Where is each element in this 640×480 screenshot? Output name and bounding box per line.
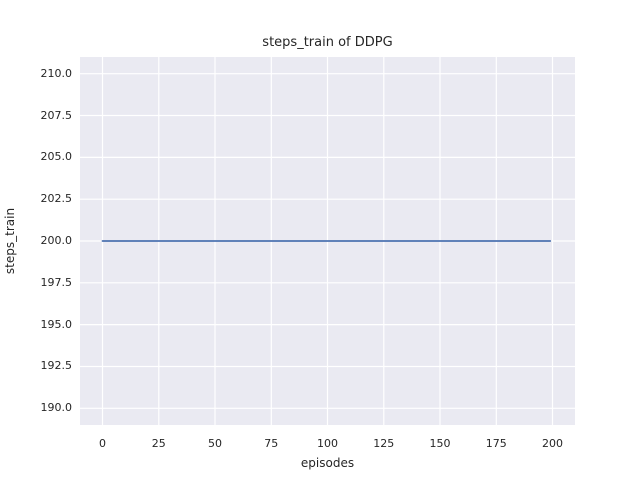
x-axis-label: episodes xyxy=(300,456,355,470)
y-tick-label: 192.5 xyxy=(40,359,73,373)
y-tick-label: 207.5 xyxy=(40,108,73,122)
y-tick-label: 202.5 xyxy=(40,192,73,206)
x-tick-label: 125 xyxy=(373,437,395,450)
y-tick-label: 195.0 xyxy=(40,317,73,331)
y-tick-label: 210.0 xyxy=(40,66,73,80)
chart-title: steps_train of DDPG xyxy=(262,35,393,50)
x-tick-label: 200 xyxy=(542,437,563,450)
y-tick-label: 205.0 xyxy=(40,150,73,164)
x-tick-label: 175 xyxy=(485,437,507,450)
y-axis-label: steps_train xyxy=(3,207,17,275)
x-tick-label: 100 xyxy=(317,437,338,450)
x-tick-label: 75 xyxy=(264,437,279,450)
x-tick-label: 50 xyxy=(208,437,222,450)
plot-area xyxy=(80,57,575,425)
y-tick-label: 197.5 xyxy=(40,275,73,289)
x-tick-label: 150 xyxy=(429,437,451,450)
x-tick-label: 0 xyxy=(99,437,106,450)
y-tick-label: 190.0 xyxy=(40,401,73,415)
y-tick-label: 200.0 xyxy=(40,234,73,247)
x-tick-label: 25 xyxy=(151,437,166,450)
